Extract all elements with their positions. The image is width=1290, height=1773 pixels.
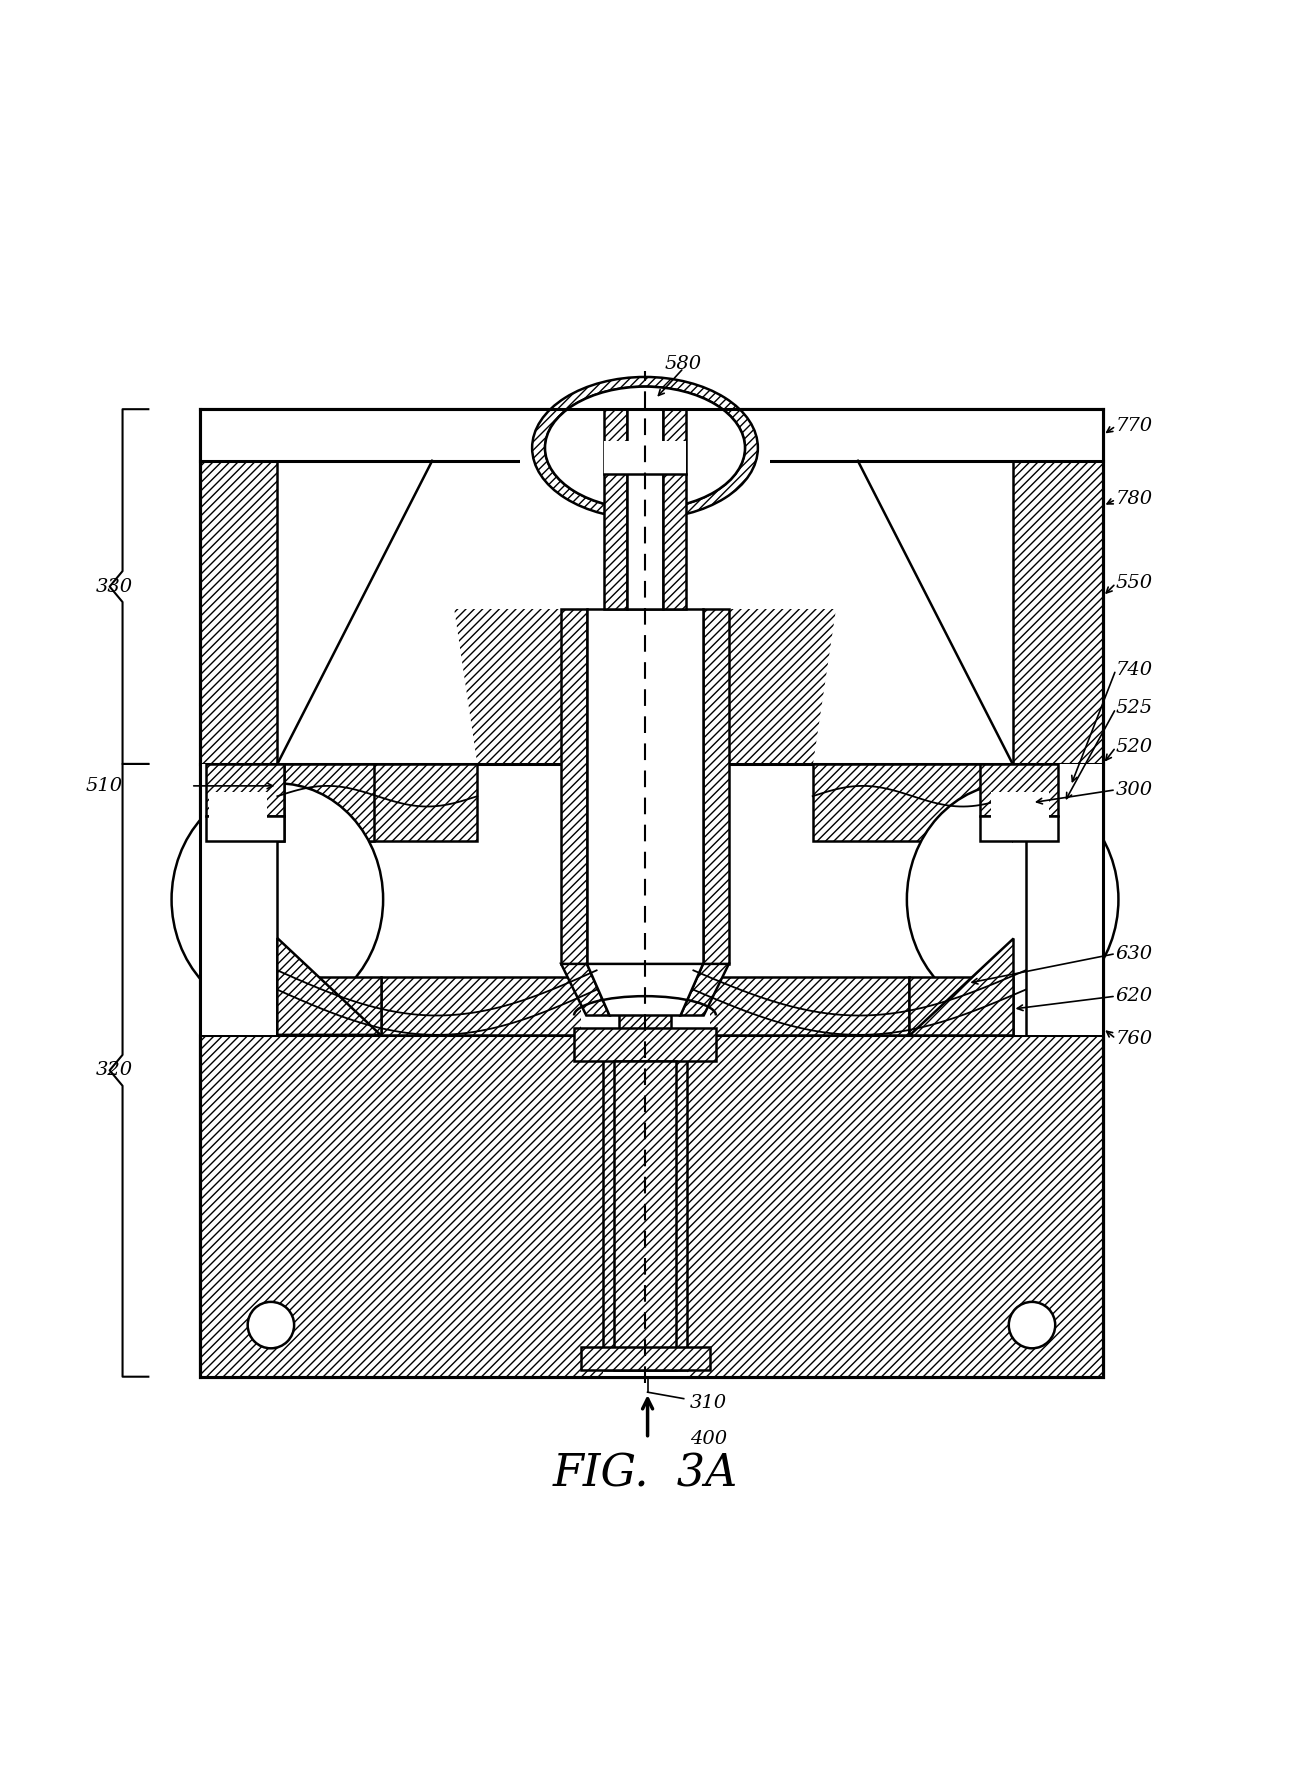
Bar — [200, 410, 1103, 461]
Bar — [980, 764, 1058, 816]
Ellipse shape — [544, 387, 746, 509]
Polygon shape — [561, 965, 609, 1016]
Text: 740: 740 — [1116, 661, 1153, 679]
Bar — [604, 1035, 686, 1376]
Circle shape — [248, 1301, 294, 1347]
Polygon shape — [813, 461, 1013, 764]
Bar — [1013, 764, 1096, 816]
Bar — [574, 1028, 716, 1060]
Text: 400: 400 — [690, 1429, 728, 1447]
Bar — [604, 1035, 686, 1371]
Text: 770: 770 — [1116, 417, 1153, 434]
Polygon shape — [277, 461, 477, 764]
Bar — [580, 1347, 710, 1371]
Ellipse shape — [544, 387, 746, 509]
Bar — [586, 977, 704, 1016]
Bar — [1026, 764, 1103, 1035]
Text: 330: 330 — [95, 578, 133, 596]
Bar — [604, 410, 627, 610]
Text: 780: 780 — [1116, 491, 1153, 509]
Ellipse shape — [907, 784, 1118, 1016]
Bar — [200, 764, 277, 1035]
Bar — [1013, 816, 1096, 842]
Bar — [200, 410, 1103, 1376]
Text: 300: 300 — [1116, 780, 1153, 800]
Polygon shape — [909, 977, 1013, 1035]
Polygon shape — [587, 965, 703, 1016]
Bar — [200, 1035, 1103, 1376]
Text: 760: 760 — [1116, 1030, 1153, 1048]
Text: 520: 520 — [1116, 738, 1153, 755]
Bar — [614, 1060, 676, 1371]
Bar — [1058, 764, 1096, 816]
Bar — [277, 764, 477, 842]
Bar — [200, 410, 432, 461]
Bar — [206, 764, 284, 816]
Bar — [991, 793, 1049, 837]
Bar — [858, 410, 1103, 461]
Polygon shape — [277, 938, 381, 1035]
Text: 510: 510 — [85, 777, 123, 794]
Bar — [277, 764, 374, 842]
Polygon shape — [277, 977, 381, 1035]
Bar — [200, 410, 1103, 1376]
Bar — [1013, 764, 1103, 1035]
Bar — [980, 816, 1058, 842]
Text: 320: 320 — [95, 1062, 133, 1080]
Polygon shape — [909, 938, 1013, 1035]
Text: 310: 310 — [690, 1394, 728, 1411]
Bar — [381, 977, 909, 1035]
Bar — [561, 610, 587, 965]
Bar — [200, 764, 239, 816]
Bar — [206, 816, 284, 842]
Text: 525: 525 — [1116, 700, 1153, 718]
Bar — [200, 816, 284, 842]
Bar — [663, 410, 686, 610]
Text: FIG.  3A: FIG. 3A — [552, 1452, 738, 1495]
Bar — [209, 793, 267, 837]
Bar — [432, 461, 858, 610]
Text: 550: 550 — [1116, 574, 1153, 592]
Bar — [813, 764, 1013, 842]
Bar — [703, 610, 729, 965]
Bar — [627, 410, 663, 610]
Bar — [580, 977, 710, 1035]
Bar — [587, 610, 703, 965]
Text: 620: 620 — [1116, 988, 1153, 1005]
Bar — [200, 764, 277, 1035]
Bar — [520, 410, 770, 473]
Bar — [200, 764, 284, 816]
Polygon shape — [681, 965, 729, 1016]
Circle shape — [1009, 1301, 1055, 1347]
Bar — [619, 977, 671, 1035]
Bar — [277, 764, 1026, 1035]
Bar — [604, 441, 686, 473]
Ellipse shape — [172, 784, 383, 1016]
Text: 580: 580 — [664, 355, 702, 372]
Ellipse shape — [531, 378, 759, 519]
Text: 630: 630 — [1116, 945, 1153, 963]
